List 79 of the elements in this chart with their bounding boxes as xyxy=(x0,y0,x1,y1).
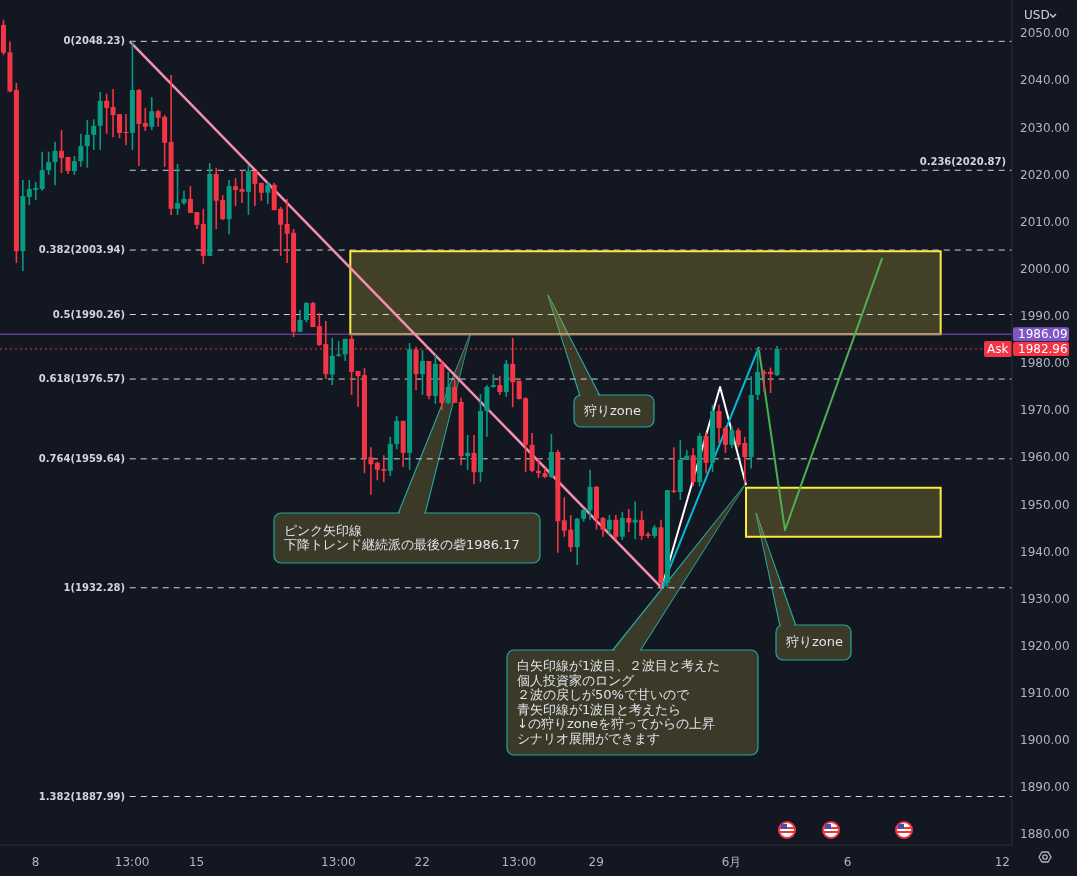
x-tick-label: 6 xyxy=(843,854,852,869)
candlestick xyxy=(639,510,645,541)
x-tick-label: 13:00 xyxy=(321,854,356,869)
y-tick-label: 1950.00 xyxy=(1020,497,1070,512)
candlestick xyxy=(445,371,451,405)
candlestick xyxy=(497,375,503,396)
candlestick xyxy=(84,119,90,169)
candlestick xyxy=(71,155,77,176)
ref-line-label: 0.236(2020.87) xyxy=(919,156,1006,168)
candlestick xyxy=(78,133,84,168)
candlestick xyxy=(471,434,477,485)
annotation: ピンク矢印線下降トレンド継続派の最後の砦1986.17 xyxy=(284,522,520,552)
candlestick xyxy=(465,434,471,471)
candlestick xyxy=(755,349,761,401)
annotation: 狩りzone xyxy=(786,634,844,650)
candlestick xyxy=(716,404,722,444)
candlestick xyxy=(452,379,458,404)
candlestick xyxy=(142,107,148,132)
candlestick xyxy=(175,163,181,216)
ref-line-label: 1986.09 xyxy=(1018,327,1068,342)
x-tick-label: 8 xyxy=(31,854,40,869)
candlestick xyxy=(632,500,638,540)
x-tick-label: 6月 xyxy=(721,854,742,869)
ref-line-label: 0.764(1959.64) xyxy=(38,452,126,464)
ref-line-label: 0(2048.23) xyxy=(63,35,126,47)
y-tick-label: 1900.00 xyxy=(1020,733,1070,748)
candlestick xyxy=(329,337,335,386)
x-tick-label: 13:00 xyxy=(501,854,537,869)
candlestick xyxy=(394,415,400,450)
y-tick-label: 2030.00 xyxy=(1020,120,1070,135)
candlestick xyxy=(619,511,625,541)
candlestick xyxy=(722,425,728,454)
annotation: Ask xyxy=(987,342,1009,356)
candlestick xyxy=(613,514,619,541)
candlestick xyxy=(265,181,271,205)
y-tick-label: 1940.00 xyxy=(1020,544,1070,559)
candlestick xyxy=(419,349,425,396)
ref-line-label: 1.382(1887.99) xyxy=(38,790,126,802)
candlestick xyxy=(104,92,110,135)
x-tick-label: 13:00 xyxy=(114,854,150,869)
annotation: 狩りzone xyxy=(584,402,642,418)
x-tick-label: 29 xyxy=(588,854,604,869)
ref-line-label: 1(1932.28) xyxy=(63,581,126,593)
candlestick xyxy=(252,170,258,207)
candlestick xyxy=(303,301,309,324)
y-tick-label: 2040.00 xyxy=(1020,73,1070,88)
ref-line-label: 0.382(2003.94) xyxy=(38,244,126,256)
ref-line-label: 0.618(1976.57) xyxy=(38,373,126,385)
candlestick xyxy=(245,164,251,216)
y-tick-label: 1930.00 xyxy=(1020,591,1070,606)
y-tick-label: 2010.00 xyxy=(1020,214,1070,229)
candlestick xyxy=(39,150,45,192)
text: USD xyxy=(1024,8,1050,22)
candlestick xyxy=(626,508,632,533)
candlestick xyxy=(52,141,58,187)
y-tick-label: 1990.00 xyxy=(1020,309,1070,324)
y-tick-label: 1970.00 xyxy=(1020,403,1070,418)
candlestick xyxy=(587,469,593,521)
x-tick-label: 22 xyxy=(414,854,430,869)
y-tick-label: 1960.00 xyxy=(1020,450,1070,465)
y-tick-label: 2000.00 xyxy=(1020,261,1070,276)
y-tick-label: 1880.00 xyxy=(1020,827,1070,842)
annotation: 白矢印線が1波目、２波目と考えた個人投資家のロング２波の戻しが50%で甘いので青矢印線が1波目と考えたら↓の狩りzoneを狩ってからの上昇シナリオ展開ができます xyxy=(517,658,721,746)
y-tick-label: 2050.00 xyxy=(1020,26,1070,41)
y-tick-label: 2020.00 xyxy=(1020,167,1070,182)
candlestick xyxy=(149,96,155,131)
candlestick xyxy=(297,309,303,333)
ref-line-label: 0.5(1990.26) xyxy=(52,308,126,320)
y-tick-label: 1980.00 xyxy=(1020,356,1070,371)
candlestick xyxy=(606,514,612,536)
candlestick xyxy=(46,150,52,176)
candlestick xyxy=(91,118,97,151)
ref-line-label: 1982.96 xyxy=(1018,341,1068,356)
y-tick-label: 1910.00 xyxy=(1020,686,1070,701)
y-tick-label: 1920.00 xyxy=(1020,638,1070,653)
y-tick-label: 1890.00 xyxy=(1020,780,1070,795)
x-tick-label: 15 xyxy=(188,854,205,869)
x-tick-label: 12 xyxy=(994,854,1010,869)
candlestick xyxy=(729,425,735,449)
